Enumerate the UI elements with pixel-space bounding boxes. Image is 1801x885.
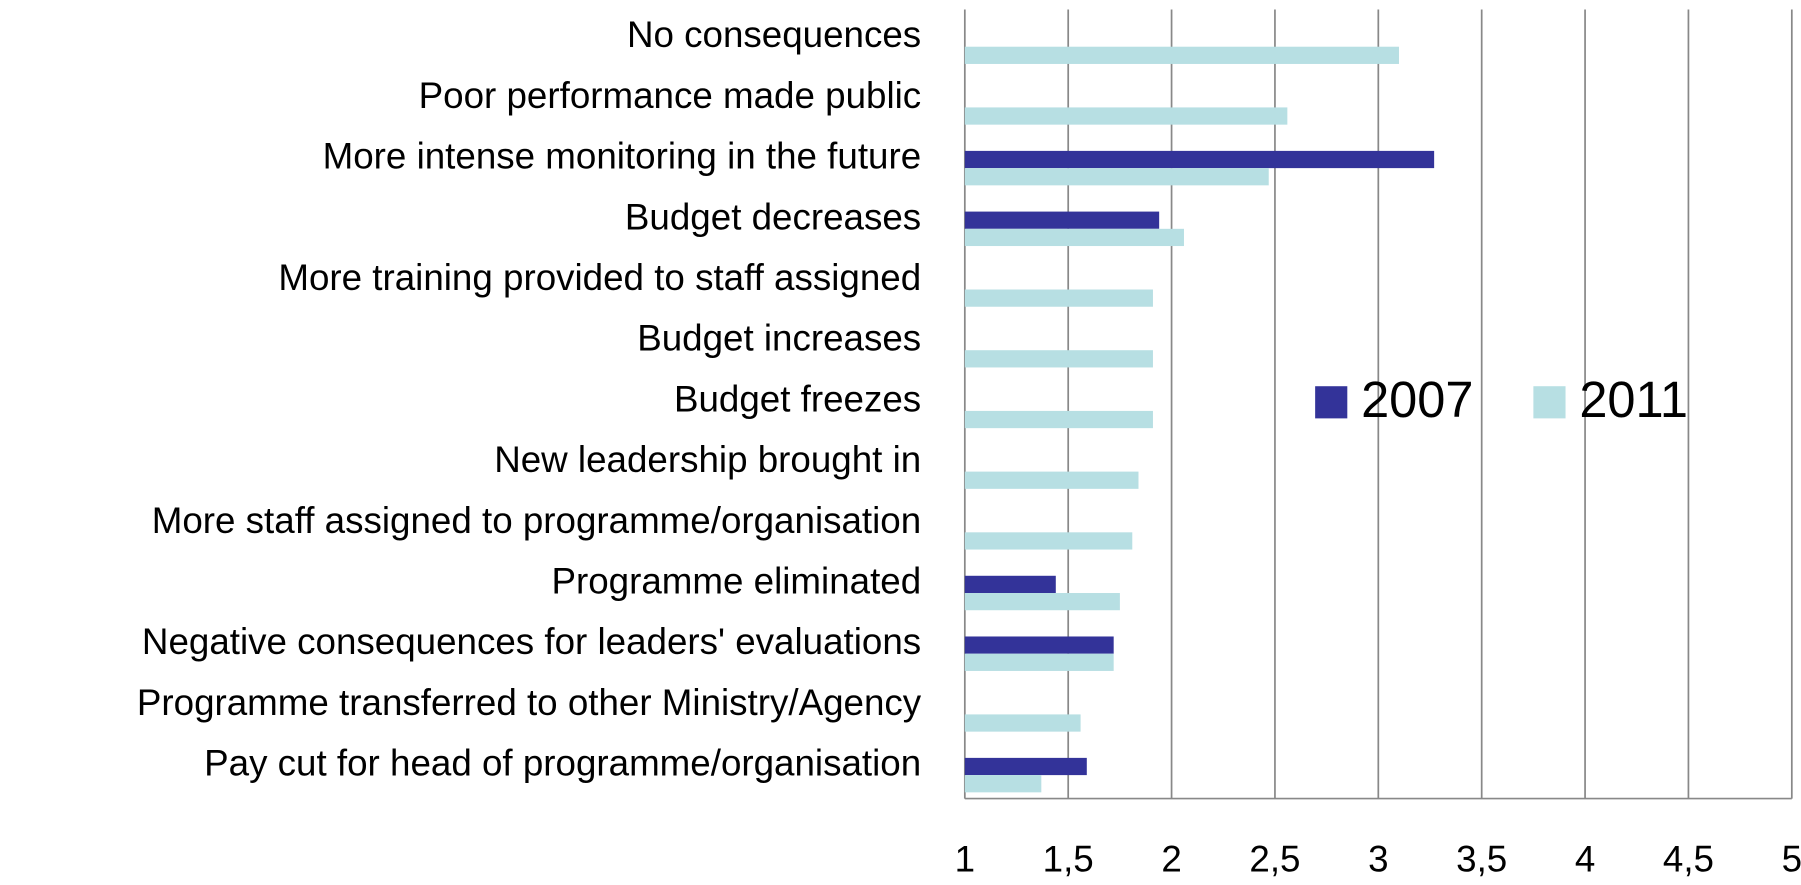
- bar: [964, 532, 1133, 550]
- bar: [964, 289, 1153, 307]
- y-tick-label: More intense monitoring in the future: [323, 136, 922, 177]
- bar: [964, 211, 1160, 229]
- x-tick-label: 1: [955, 838, 975, 879]
- bar: [964, 593, 1120, 611]
- x-tick-label: 3,5: [1456, 838, 1507, 879]
- bar: [964, 653, 1114, 671]
- x-tick-label: 2,5: [1249, 838, 1300, 879]
- bar: [964, 350, 1153, 368]
- y-tick-label: More training provided to staff assigned: [278, 257, 921, 298]
- x-tick-label: 5: [1782, 838, 1801, 879]
- y-tick-label: No consequences: [627, 14, 921, 55]
- y-tick-label: Budget decreases: [625, 196, 921, 237]
- y-tick-label: Negative consequences for leaders' evalu…: [142, 621, 921, 662]
- bar: [964, 168, 1269, 186]
- bar: [964, 757, 1087, 776]
- bar: [964, 410, 1153, 429]
- bar: [964, 150, 1435, 169]
- bar: [964, 107, 1288, 125]
- x-tick-label: 4,5: [1663, 838, 1714, 879]
- bar: [964, 775, 1042, 793]
- legend-swatch: [1315, 386, 1348, 419]
- y-tick-label: More staff assigned to programme/organis…: [152, 500, 921, 541]
- bar: [964, 575, 1056, 594]
- legend-label: 2011: [1579, 371, 1688, 428]
- bar: [964, 636, 1114, 654]
- x-tick-label: 3: [1368, 838, 1388, 879]
- y-tick-label: Poor performance made public: [419, 75, 922, 116]
- bar: [964, 228, 1184, 247]
- y-tick-label: Programme eliminated: [551, 561, 921, 602]
- y-tick-label: Budget freezes: [674, 378, 921, 419]
- y-tick-label: Pay cut for head of programme/organisati…: [204, 743, 921, 784]
- x-tick-label: 2: [1161, 838, 1181, 879]
- y-tick-label: Budget increases: [637, 318, 921, 359]
- bar: [964, 714, 1081, 732]
- bar: [964, 46, 1399, 64]
- y-tick-label: New leadership brought in: [494, 439, 921, 480]
- legend-swatch: [1533, 386, 1566, 419]
- bar: [964, 471, 1139, 489]
- legend-label: 2007: [1361, 371, 1473, 428]
- x-tick-label: 1,5: [1043, 838, 1094, 879]
- y-tick-label: Programme transferred to other Ministry/…: [137, 682, 922, 723]
- x-tick-label: 4: [1575, 838, 1595, 879]
